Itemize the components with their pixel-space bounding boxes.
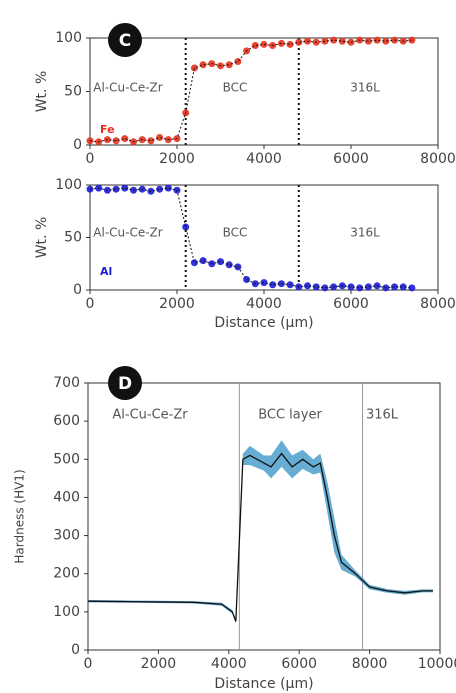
data-point: [251, 41, 259, 49]
region-label: 316L: [350, 81, 380, 95]
x-tick-label: 4000: [211, 656, 247, 672]
data-point: [382, 37, 390, 45]
data-point: [364, 283, 372, 291]
data-point: [156, 185, 164, 193]
data-point: [373, 36, 381, 44]
region-label: BCC: [223, 81, 248, 95]
data-point: [260, 279, 268, 287]
data-point: [330, 36, 338, 44]
data-point: [121, 184, 129, 192]
region-label: Al-Cu-Ce-Zr: [93, 226, 163, 240]
x-tick-label: 0: [86, 296, 95, 312]
x-tick-label: 8000: [420, 296, 456, 312]
data-point: [112, 185, 120, 193]
y-axis-label: Wt. %: [34, 217, 50, 259]
data-point: [164, 184, 172, 192]
data-point: [147, 137, 155, 145]
y-tick-label: 200: [53, 566, 80, 582]
data-point: [217, 258, 224, 266]
data-point: [399, 283, 407, 291]
data-point: [190, 259, 198, 267]
x-tick-label: 4000: [246, 296, 282, 312]
y-tick-label: 50: [64, 84, 82, 100]
x-tick-label: 6000: [333, 151, 369, 167]
x-tick-label: 2000: [141, 656, 177, 672]
region-label: BCC: [223, 226, 248, 240]
region-label: BCC layer: [258, 408, 322, 423]
x-tick-label: 0: [84, 656, 93, 672]
y-tick-label: 0: [71, 642, 80, 658]
data-point: [121, 135, 129, 143]
y-tick-label: 0: [73, 137, 82, 153]
panel-badge: [108, 366, 142, 400]
data-point: [190, 64, 198, 72]
region-label: Al-Cu-Ce-Zr: [112, 408, 188, 423]
x-axis-label: Distance (μm): [214, 315, 313, 331]
data-point: [338, 37, 346, 45]
y-tick-label: 700: [53, 375, 80, 391]
data-point: [199, 61, 207, 69]
x-axis-label: Distance (μm): [214, 676, 313, 692]
y-tick-label: 600: [53, 413, 80, 429]
region-label: 316L: [350, 226, 380, 240]
x-tick-label: 2000: [159, 151, 195, 167]
data-point: [321, 284, 329, 292]
legend-label: Fe: [100, 123, 115, 136]
y-tick-label: 100: [53, 604, 80, 620]
data-point: [286, 40, 294, 48]
x-tick-label: 6000: [281, 656, 317, 672]
panel-label: D: [118, 374, 132, 394]
y-tick-label: 400: [53, 489, 80, 505]
y-tick-label: 0: [73, 282, 82, 298]
panel-label: C: [119, 31, 131, 51]
data-point: [408, 284, 416, 292]
region-label: 316L: [366, 408, 399, 423]
panel-badge: [108, 23, 142, 57]
y-axis-label: Wt. %: [34, 71, 50, 113]
data-point: [277, 280, 285, 288]
data-point: [295, 38, 303, 46]
data-point: [347, 283, 355, 291]
y-tick-label: 100: [55, 177, 82, 193]
data-point: [182, 223, 190, 231]
y-axis-label: Hardness (HV1): [13, 469, 27, 563]
data-point: [304, 282, 311, 290]
region-label: Al-Cu-Ce-Zr: [93, 81, 163, 95]
x-tick-label: 8000: [420, 151, 456, 167]
y-tick-label: 50: [64, 230, 82, 246]
x-tick-label: 0: [86, 151, 95, 167]
y-tick-label: 300: [53, 528, 80, 544]
data-line: [87, 452, 433, 622]
data-point: [112, 137, 120, 145]
x-tick-label: 4000: [246, 151, 282, 167]
legend-label: Al: [100, 265, 112, 278]
y-tick-label: 500: [53, 451, 80, 467]
data-point: [156, 134, 164, 142]
plot-frame: [87, 382, 441, 651]
data-point: [269, 281, 277, 289]
data-point: [225, 61, 233, 69]
data-point: [391, 283, 398, 291]
x-tick-label: 6000: [333, 296, 369, 312]
data-point: [243, 276, 251, 283]
error-band: [88, 440, 433, 624]
data-point: [356, 284, 364, 292]
x-tick-label: 8000: [352, 656, 388, 672]
data-point: [225, 261, 233, 269]
trend-line: [89, 187, 412, 289]
x-tick-label: 2000: [159, 296, 195, 312]
data-point: [234, 58, 242, 66]
data-point: [312, 283, 320, 291]
y-tick-label: 100: [55, 30, 82, 46]
